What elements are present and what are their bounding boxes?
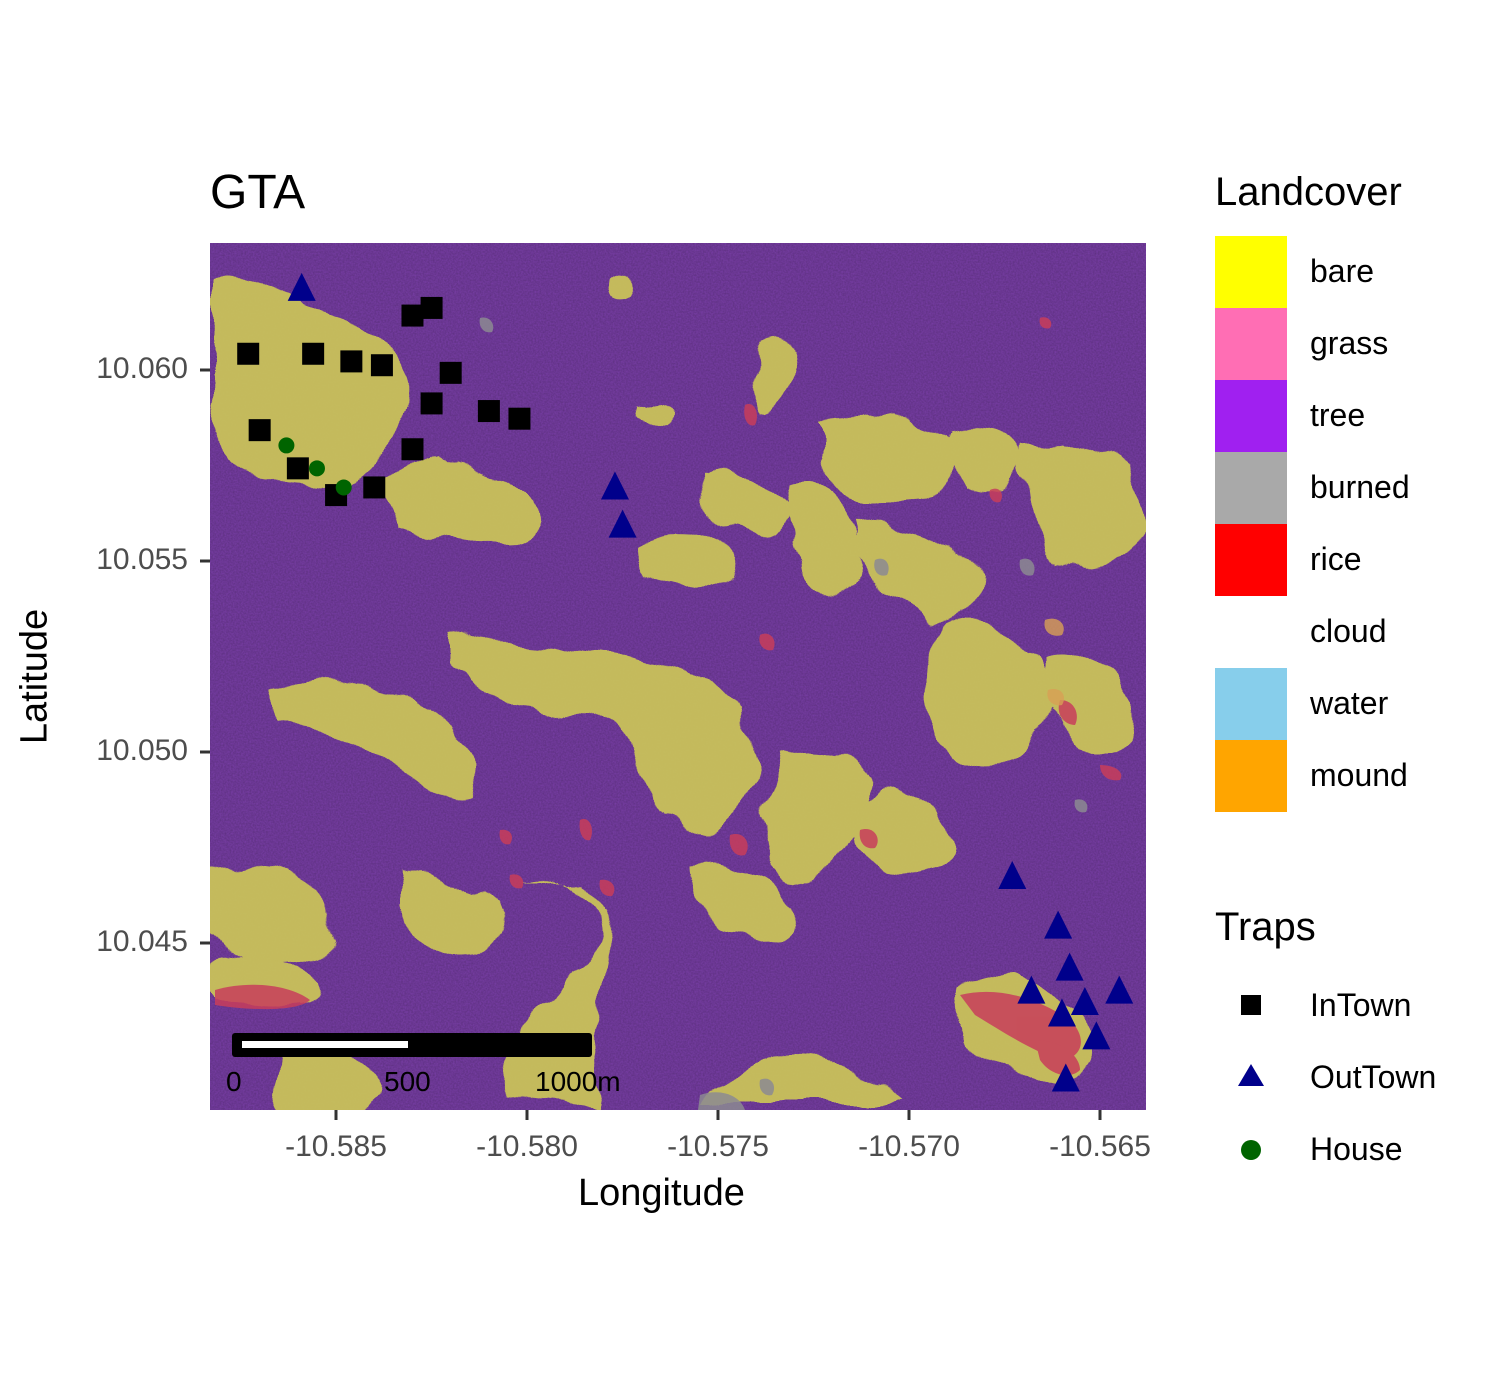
x-tick-label: -10.565 [1049, 1130, 1151, 1163]
chart-title: GTA [210, 166, 306, 219]
outtown-trap-marker [998, 861, 1027, 890]
intown-trap-marker [302, 342, 325, 365]
traps-legend-label: House [1310, 1131, 1403, 1167]
legend-key-grass [1215, 308, 1287, 380]
scale-bar-outer [232, 1033, 592, 1057]
legend-key-tree [1215, 380, 1287, 452]
outtown-trap-marker [600, 471, 629, 500]
outtown-trap-marker [287, 272, 316, 301]
traps-legend-label: OutTown [1310, 1059, 1437, 1095]
x-tick-label: -10.585 [285, 1130, 387, 1163]
legend-label-mound: mound [1310, 757, 1408, 793]
outtown-trap-marker [1082, 1021, 1111, 1050]
outtown-trap-marker [1044, 910, 1073, 939]
scale-label-0: 0 [226, 1066, 242, 1097]
mound-landcover-layer [1044, 618, 1065, 706]
outtown-trap-marker [1105, 975, 1134, 1004]
x-tick-label: -10.570 [858, 1130, 960, 1163]
outtown-trap-marker [608, 509, 637, 538]
legend-key-mound [1215, 740, 1287, 812]
landcover-legend-title: Landcover [1215, 170, 1402, 214]
intown-trap-marker [508, 407, 531, 430]
intown-trap-marker [401, 304, 424, 327]
x-tick-label: -10.580 [476, 1130, 578, 1163]
intown-trap-marker [370, 354, 393, 377]
legend-label-cloud: cloud [1310, 613, 1387, 649]
y-tick-label: 10.045 [96, 925, 188, 958]
y-tick-label: 10.060 [96, 352, 188, 385]
y-axis-title: Latitude [13, 608, 56, 745]
traps-legend-title: Traps [1215, 905, 1316, 949]
intown-trap-marker [420, 392, 443, 415]
x-axis-ticks [334, 1110, 1102, 1120]
legend-label-bare: bare [1310, 253, 1375, 289]
scale-label-1000m: 1000m [535, 1066, 621, 1097]
y-tick-label: 10.055 [96, 543, 188, 576]
house-trap-marker [308, 460, 325, 477]
intown-trap-marker [248, 419, 271, 442]
scale-bar [232, 1033, 592, 1057]
x-tick-label: -10.575 [667, 1130, 769, 1163]
map-panel [210, 243, 1146, 1110]
y-tick-label: 10.050 [96, 734, 188, 767]
legend-label-burned: burned [1310, 469, 1410, 505]
y-axis-ticks [200, 368, 210, 945]
intown-trap-marker [237, 342, 260, 365]
legend-label-tree: tree [1310, 397, 1366, 433]
rice-landcover-layer [215, 317, 1122, 1076]
intown-trap-marker [420, 296, 443, 319]
outtown-trap-marker [1070, 987, 1099, 1016]
outtown-trap-marker [1047, 998, 1076, 1027]
legend-key-bare [1215, 236, 1287, 308]
legend-label-grass: grass [1310, 325, 1389, 361]
outtown-trap-marker [1055, 952, 1084, 981]
x-axis-title: Longitude [578, 1172, 745, 1214]
traps-legend-label: InTown [1310, 987, 1412, 1023]
legend-key-cloud [1215, 596, 1287, 668]
legend-key-water [1215, 668, 1287, 740]
trap-layer [237, 272, 1134, 1092]
burned-landcover-layer [479, 317, 1088, 1110]
house-trap-marker [278, 437, 295, 454]
intown-trap-marker [401, 438, 424, 461]
intown-trap-marker [340, 350, 363, 373]
intown-trap-marker [477, 400, 500, 423]
legend-key-burned [1215, 452, 1287, 524]
intown-trap-marker [286, 457, 309, 480]
legend-key-rice [1215, 524, 1287, 596]
outtown-trap-marker [1017, 975, 1046, 1004]
intown-trap-marker [439, 361, 462, 384]
intown-trap-marker [363, 476, 386, 499]
legend-label-rice: rice [1310, 541, 1362, 577]
scale-label-500: 500 [384, 1066, 431, 1097]
legend-label-water: water [1310, 685, 1389, 721]
scale-bar-inner [242, 1041, 408, 1048]
outtown-trap-marker [1051, 1063, 1080, 1092]
house-trap-marker [335, 479, 352, 496]
